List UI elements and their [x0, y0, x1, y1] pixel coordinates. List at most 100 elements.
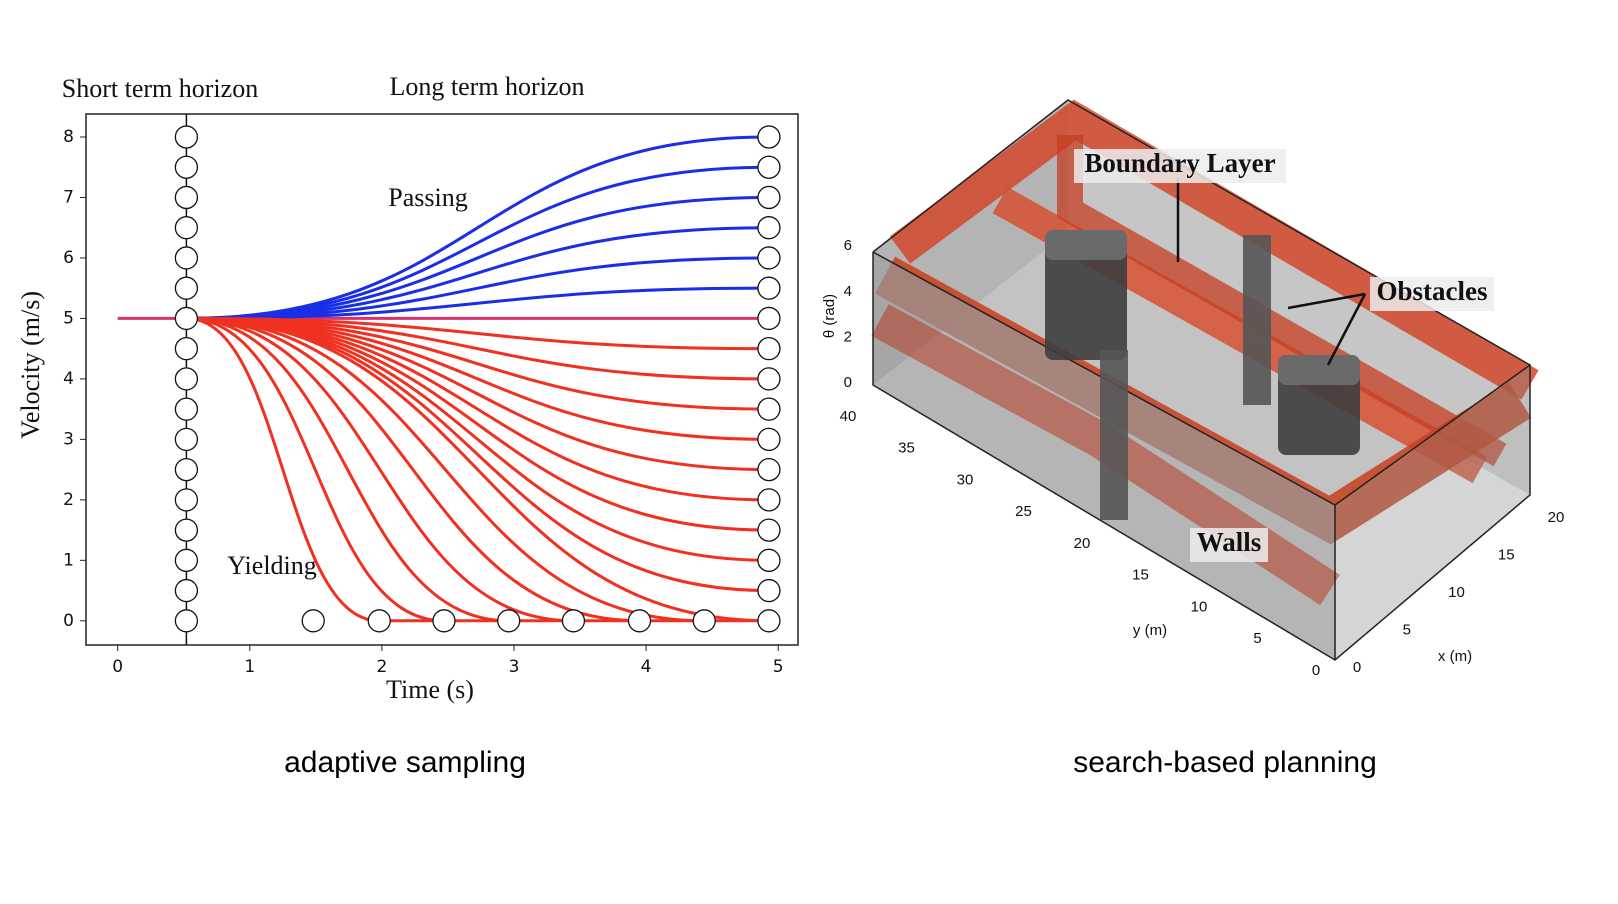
trajectory — [186, 195, 769, 320]
trajectory — [186, 316, 509, 623]
y-tick-label: 3 — [63, 429, 74, 449]
sample-point — [174, 185, 199, 210]
x-tick-label: 0 — [1353, 659, 1361, 676]
trajectory — [186, 316, 444, 623]
x-tick-label: 10 — [1448, 584, 1465, 601]
sample-point — [757, 367, 781, 391]
y-tick-label: 6 — [63, 248, 74, 268]
theta-tick-label: 6 — [844, 237, 852, 254]
label-boundary-layer: Boundary Layer — [1084, 148, 1275, 178]
sample-point — [757, 337, 781, 361]
sample-point — [757, 457, 781, 482]
trajectory — [186, 316, 769, 623]
y-tick-label: 4 — [63, 369, 74, 389]
x-axis-title: Time (s) — [386, 675, 474, 704]
annotation: Short term horizon — [62, 74, 258, 103]
y-tick-label: 5 — [1253, 630, 1261, 647]
sample-point — [174, 306, 199, 331]
theta-tick-label: 2 — [844, 328, 852, 345]
y-tick-label: 0 — [1312, 662, 1320, 679]
trajectory — [186, 316, 769, 593]
y-tick-label: 35 — [898, 440, 915, 457]
sample-point — [757, 276, 781, 300]
sample-point — [174, 155, 199, 179]
sample-point — [174, 578, 199, 603]
x-tick-label: 5 — [773, 657, 784, 677]
y-tick-label: 2 — [63, 490, 74, 510]
trajectory — [186, 316, 769, 562]
y-tick-label: 25 — [1015, 503, 1032, 520]
theta-tick-label: 0 — [844, 374, 852, 391]
sample-point — [757, 397, 781, 421]
sample-point — [692, 609, 716, 633]
trajectory — [186, 316, 769, 532]
y-tick-label: 10 — [1191, 598, 1208, 615]
trajectory — [186, 316, 769, 351]
y-tick-label: 0 — [63, 611, 74, 631]
sample-point — [301, 609, 325, 633]
sample-point — [757, 578, 781, 603]
x-tick-label: 2 — [376, 657, 387, 677]
y-tick-label: 20 — [1074, 535, 1091, 552]
sample-point — [174, 609, 199, 633]
sample-point — [174, 125, 199, 149]
trajectory — [186, 316, 769, 411]
x-tick-label: 5 — [1403, 621, 1411, 638]
annotation: Yielding — [227, 551, 317, 580]
sample-point — [367, 609, 391, 633]
trajectory — [186, 316, 769, 502]
y-axis-title: Velocity (m/s) — [16, 291, 45, 439]
x-tick-label: 15 — [1498, 546, 1515, 563]
sample-point — [757, 609, 781, 633]
y-tick-label: 40 — [840, 408, 857, 425]
sample-point — [174, 367, 199, 391]
trajectory — [186, 226, 769, 320]
annotation: Long term horizon — [390, 72, 585, 101]
y-tick-label: 7 — [63, 187, 74, 207]
trajectory — [186, 316, 769, 472]
y-tick-label: 15 — [1132, 567, 1149, 584]
trajectory — [186, 135, 769, 320]
trajectory — [186, 316, 769, 441]
label-walls: Walls — [1197, 527, 1262, 557]
y-tick-label: 8 — [63, 127, 74, 147]
sample-point — [174, 518, 199, 542]
sample-point — [757, 246, 781, 270]
sample-point — [757, 306, 781, 331]
trajectory — [186, 256, 769, 320]
x-tick-label: 0 — [112, 657, 123, 677]
y-tick-label: 1 — [63, 550, 74, 570]
trajectory — [186, 165, 769, 320]
sample-point — [174, 488, 199, 512]
sample-point — [757, 125, 781, 149]
trajectory — [186, 316, 705, 623]
sample-point — [757, 185, 781, 210]
sample-point — [757, 488, 781, 512]
label-obstacles: Obstacles — [1377, 276, 1488, 306]
y-tick-label: 5 — [63, 308, 74, 328]
x-tick-label: 20 — [1548, 509, 1565, 526]
trajectory — [186, 316, 640, 623]
trajectory — [186, 316, 769, 381]
trajectory — [186, 316, 380, 623]
sample-point — [174, 397, 199, 421]
sample-point — [757, 155, 781, 179]
sample-point — [627, 609, 652, 633]
caption: adaptive sampling — [284, 746, 526, 779]
annotation: Passing — [388, 183, 467, 212]
sample-point — [497, 609, 521, 633]
sample-point — [174, 548, 199, 572]
plot-frame — [85, 113, 799, 646]
sample-point — [174, 457, 199, 482]
sample-point — [561, 609, 586, 633]
x-tick-label: 4 — [641, 657, 652, 677]
y-tick-label: 30 — [957, 471, 974, 488]
trajectory — [186, 286, 769, 320]
theta-axis-label: θ (rad) — [821, 294, 838, 338]
trajectory — [186, 316, 574, 623]
sample-point — [432, 609, 456, 633]
y-axis-label: y (m) — [1133, 622, 1167, 639]
sample-point — [174, 246, 199, 270]
sample-point — [174, 216, 199, 240]
